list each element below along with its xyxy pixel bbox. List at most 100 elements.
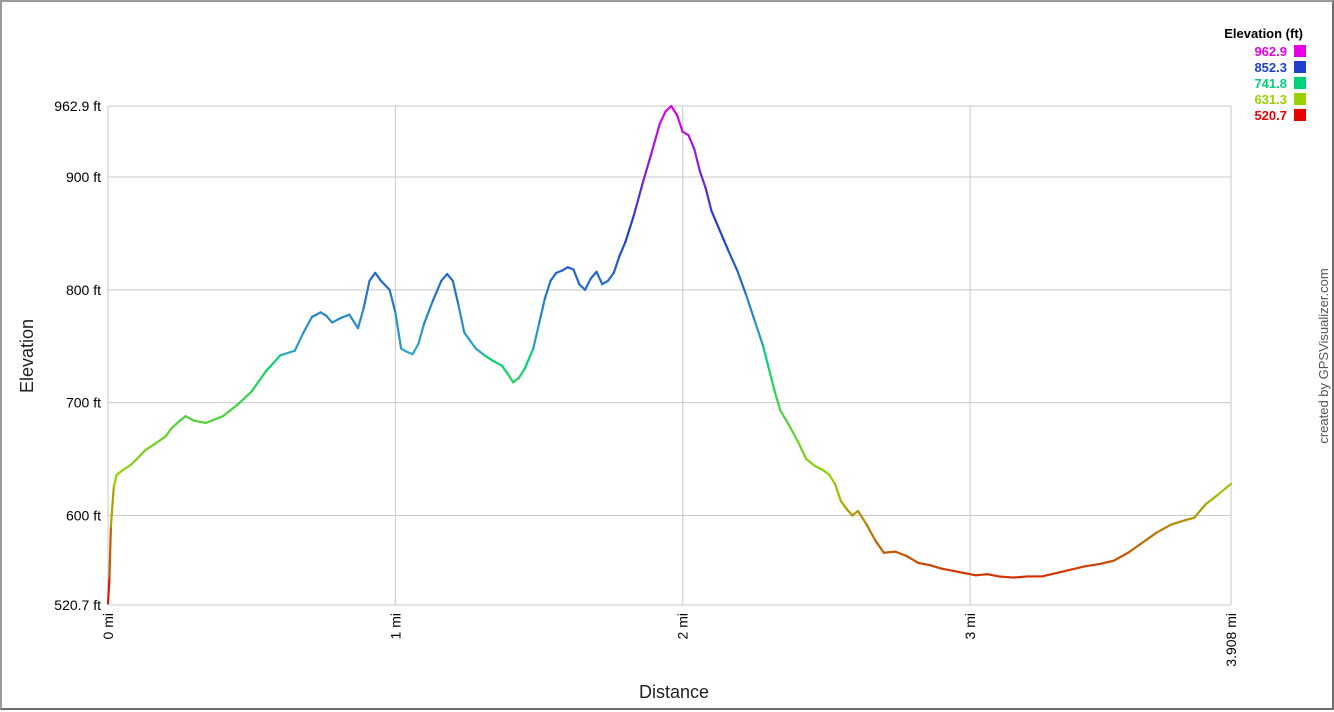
profile-segment xyxy=(560,266,569,272)
profile-segment xyxy=(1155,523,1173,534)
profile-segment xyxy=(112,473,118,489)
profile-segment xyxy=(727,250,739,272)
x-tick-labels: 0 mi 1 mi 2 mi 3 mi 3.908 mi xyxy=(100,613,1239,667)
profile-segment xyxy=(1170,518,1187,526)
profile-segment xyxy=(310,311,322,319)
y-tick-label: 520.7 ft xyxy=(54,597,101,613)
profile-segment xyxy=(1098,559,1115,566)
profile-segment xyxy=(549,271,558,282)
profile-segment xyxy=(236,390,253,407)
profile-segment xyxy=(1127,541,1144,554)
profile-segment xyxy=(951,569,966,575)
profile-segment xyxy=(388,288,397,314)
profile-segment xyxy=(773,390,782,412)
profile-segment xyxy=(491,359,503,367)
profile-segment xyxy=(624,214,635,244)
y-axis-title: Elevation xyxy=(17,319,37,393)
legend-value: 741.8 xyxy=(1254,76,1287,91)
profile-segment xyxy=(115,469,124,476)
profile-segment xyxy=(463,331,472,342)
profile-segment xyxy=(204,418,216,425)
profile-segment xyxy=(828,473,837,486)
profile-segment xyxy=(474,347,486,357)
x-tick-label: 3.908 mi xyxy=(1223,613,1239,667)
profile-segment xyxy=(1141,531,1158,544)
y-tick-label: 962.9 ft xyxy=(54,98,101,114)
profile-segment xyxy=(221,403,239,418)
profile-segment xyxy=(394,311,403,350)
profile-segment xyxy=(813,464,825,472)
y-tick-label: 800 ft xyxy=(66,282,101,298)
profile-segment xyxy=(537,297,546,325)
profile-segment xyxy=(319,311,328,317)
profile-segment xyxy=(532,322,541,350)
profile-segment xyxy=(1012,575,1029,579)
y-tick-label: 600 ft xyxy=(66,508,101,524)
profile-segment xyxy=(865,523,877,542)
profile-segment xyxy=(670,104,679,117)
profile-segment xyxy=(356,306,365,330)
profile-segment xyxy=(1184,516,1196,522)
profile-segment xyxy=(997,575,1015,579)
profile-segment xyxy=(606,271,615,282)
profile-segment xyxy=(612,254,621,274)
profile-segment xyxy=(250,369,268,393)
profile-segment xyxy=(874,539,885,554)
profile-segment xyxy=(164,427,173,438)
profile-segment xyxy=(833,482,842,502)
profile-segment xyxy=(293,331,305,352)
profile-segment xyxy=(109,486,115,528)
legend-value: 962.9 xyxy=(1254,44,1287,59)
profile-segment xyxy=(658,110,667,126)
profile-segment xyxy=(940,567,954,572)
profile-segment xyxy=(431,279,443,303)
profile-segment xyxy=(736,269,748,296)
profile-segment xyxy=(796,439,808,461)
profile-segment xyxy=(589,270,598,280)
profile-segment xyxy=(839,499,848,510)
profile-segment xyxy=(744,293,756,322)
profile-segment xyxy=(1040,571,1058,578)
profile-segment xyxy=(718,230,730,253)
profile-segment xyxy=(618,241,627,258)
y-tick-label: 900 ft xyxy=(66,169,101,185)
profile-segment xyxy=(851,509,860,517)
legend-value: 631.3 xyxy=(1254,92,1287,107)
credit-text: created by GPSVisualizer.com xyxy=(1316,268,1331,443)
profile-segment xyxy=(601,279,610,286)
profile-segment xyxy=(184,415,196,422)
profile-segment xyxy=(279,349,296,357)
profile-segment xyxy=(767,367,776,393)
profile-segment xyxy=(845,507,854,517)
profile-segment xyxy=(681,130,690,137)
profile-segment xyxy=(483,354,495,363)
profile-segment xyxy=(517,367,526,379)
profile-segment xyxy=(753,319,765,348)
y-tick-labels: 520.7 ft 600 ft 700 ft 800 ft 900 ft 962.9 ft xyxy=(54,98,101,613)
profile-segment xyxy=(882,550,897,554)
profile-segment xyxy=(917,561,931,567)
x-tick-label: 2 mi xyxy=(675,613,691,639)
profile-segment xyxy=(348,313,360,330)
profile-segment xyxy=(512,376,521,384)
profile-segment xyxy=(129,457,138,466)
profile-segment xyxy=(974,573,989,577)
profile-segment xyxy=(1216,482,1233,497)
profile-segment xyxy=(121,463,133,472)
profile-segment xyxy=(693,147,702,173)
profile-segment xyxy=(572,268,581,286)
profile-segment xyxy=(894,550,908,558)
profile-segment xyxy=(178,415,187,422)
profile-segment xyxy=(500,364,509,375)
profile-segment xyxy=(368,271,377,282)
profile-segment xyxy=(1112,551,1130,562)
profile-segment xyxy=(468,339,477,350)
legend-swatch xyxy=(1294,77,1306,89)
profile-segment xyxy=(422,300,434,325)
profile-segment xyxy=(1083,562,1101,568)
profile-segment xyxy=(1069,565,1087,571)
x-tick-label: 0 mi xyxy=(100,613,116,639)
